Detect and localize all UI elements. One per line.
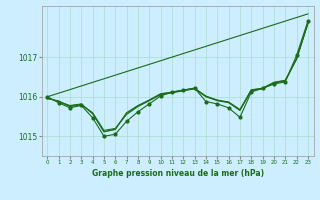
X-axis label: Graphe pression niveau de la mer (hPa): Graphe pression niveau de la mer (hPa) bbox=[92, 169, 264, 178]
